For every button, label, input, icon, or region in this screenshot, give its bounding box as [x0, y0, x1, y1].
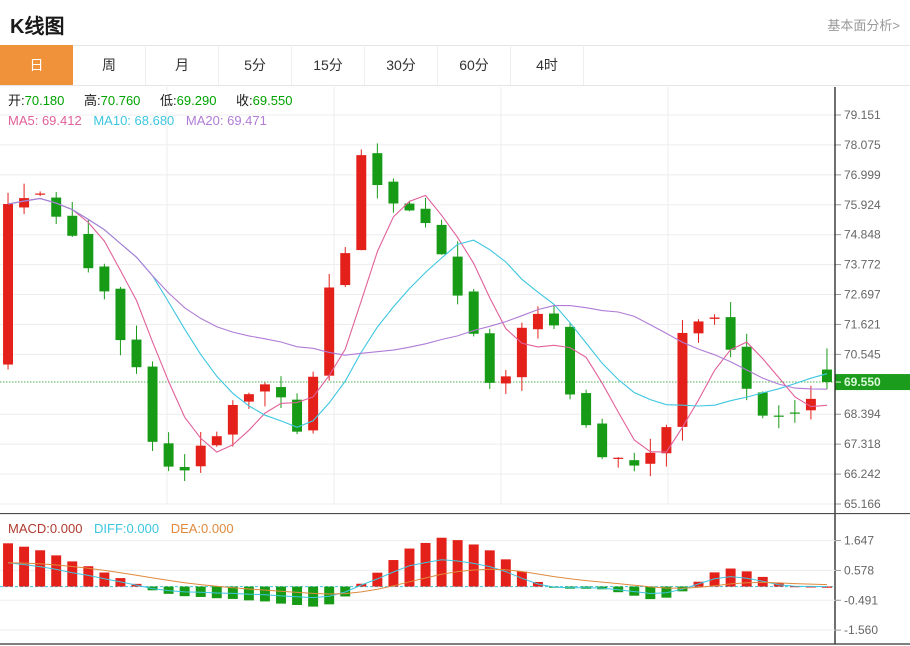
svg-text:70.545: 70.545 [844, 347, 881, 361]
svg-text:65.166: 65.166 [844, 497, 881, 511]
svg-text:67.318: 67.318 [844, 437, 881, 451]
svg-text:72.697: 72.697 [844, 288, 881, 302]
svg-text:75.924: 75.924 [844, 198, 881, 212]
svg-text:-1.560: -1.560 [844, 623, 878, 637]
svg-text:66.242: 66.242 [844, 467, 881, 481]
svg-text:79.151: 79.151 [844, 108, 881, 122]
svg-text:69.550: 69.550 [844, 375, 881, 389]
svg-text:74.848: 74.848 [844, 228, 881, 242]
svg-text:76.999: 76.999 [844, 168, 881, 182]
svg-text:0.578: 0.578 [844, 563, 874, 577]
svg-text:71.621: 71.621 [844, 317, 881, 331]
svg-text:73.772: 73.772 [844, 258, 881, 272]
svg-text:68.394: 68.394 [844, 407, 881, 421]
svg-text:1.647: 1.647 [844, 534, 874, 548]
svg-text:78.075: 78.075 [844, 138, 881, 152]
svg-text:-0.491: -0.491 [844, 593, 878, 607]
